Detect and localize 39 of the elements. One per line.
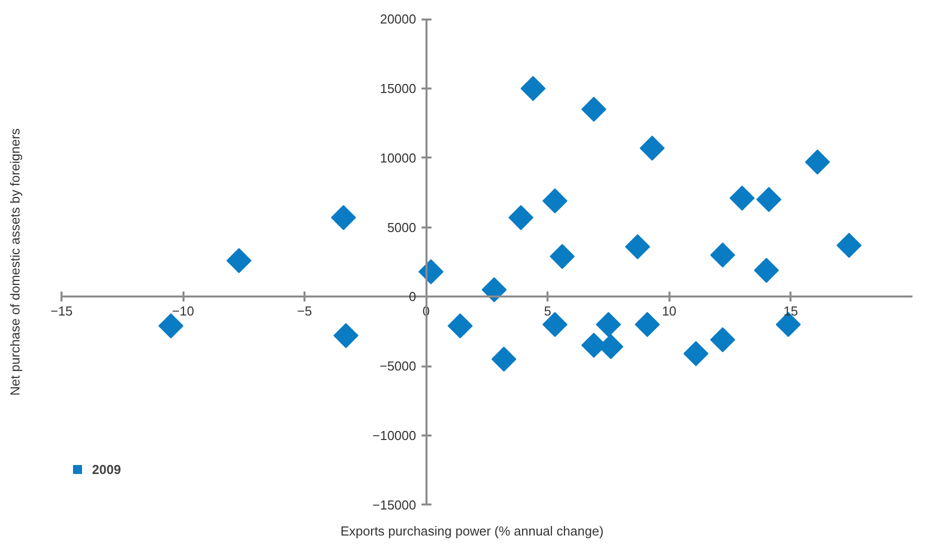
point <box>226 248 252 274</box>
x-tick-label: −5 <box>297 304 312 319</box>
point <box>754 258 779 283</box>
point <box>596 312 621 337</box>
x-tick-label: 10 <box>662 304 676 319</box>
legend-label: 2009 <box>92 462 121 476</box>
point <box>625 234 650 260</box>
y-tick-label: −5000 <box>380 358 416 374</box>
y-tick-label: −10000 <box>372 428 416 444</box>
x-tick-label: −10 <box>172 304 194 319</box>
point <box>508 205 534 230</box>
point <box>730 186 755 211</box>
point <box>836 232 862 258</box>
x-axis-title: Exports purchasing power (% annual change) <box>340 524 604 538</box>
point <box>756 187 782 212</box>
x-tick-label: 15 <box>783 304 798 319</box>
x-tick-label: −15 <box>50 304 73 319</box>
point <box>640 136 665 161</box>
point <box>330 205 356 230</box>
x-tick-label: 5 <box>544 304 552 319</box>
point <box>520 76 546 102</box>
y-tick-label: 5000 <box>387 220 416 235</box>
point <box>634 312 660 337</box>
point <box>482 277 507 302</box>
y-tick-label: 10000 <box>380 150 416 166</box>
point <box>333 323 358 348</box>
point <box>491 346 516 372</box>
y-tick-label: 20000 <box>380 12 416 27</box>
y-tick-label: 15000 <box>380 80 416 96</box>
point <box>683 341 708 366</box>
point <box>710 327 736 352</box>
point <box>550 244 575 269</box>
point <box>448 313 473 338</box>
point <box>542 188 568 214</box>
y-axis-title: Net purchase of domestic assets by foreigners <box>8 128 22 396</box>
point <box>581 96 606 122</box>
point <box>710 242 736 268</box>
y-tick-label: −15000 <box>372 497 416 512</box>
point <box>804 150 830 175</box>
